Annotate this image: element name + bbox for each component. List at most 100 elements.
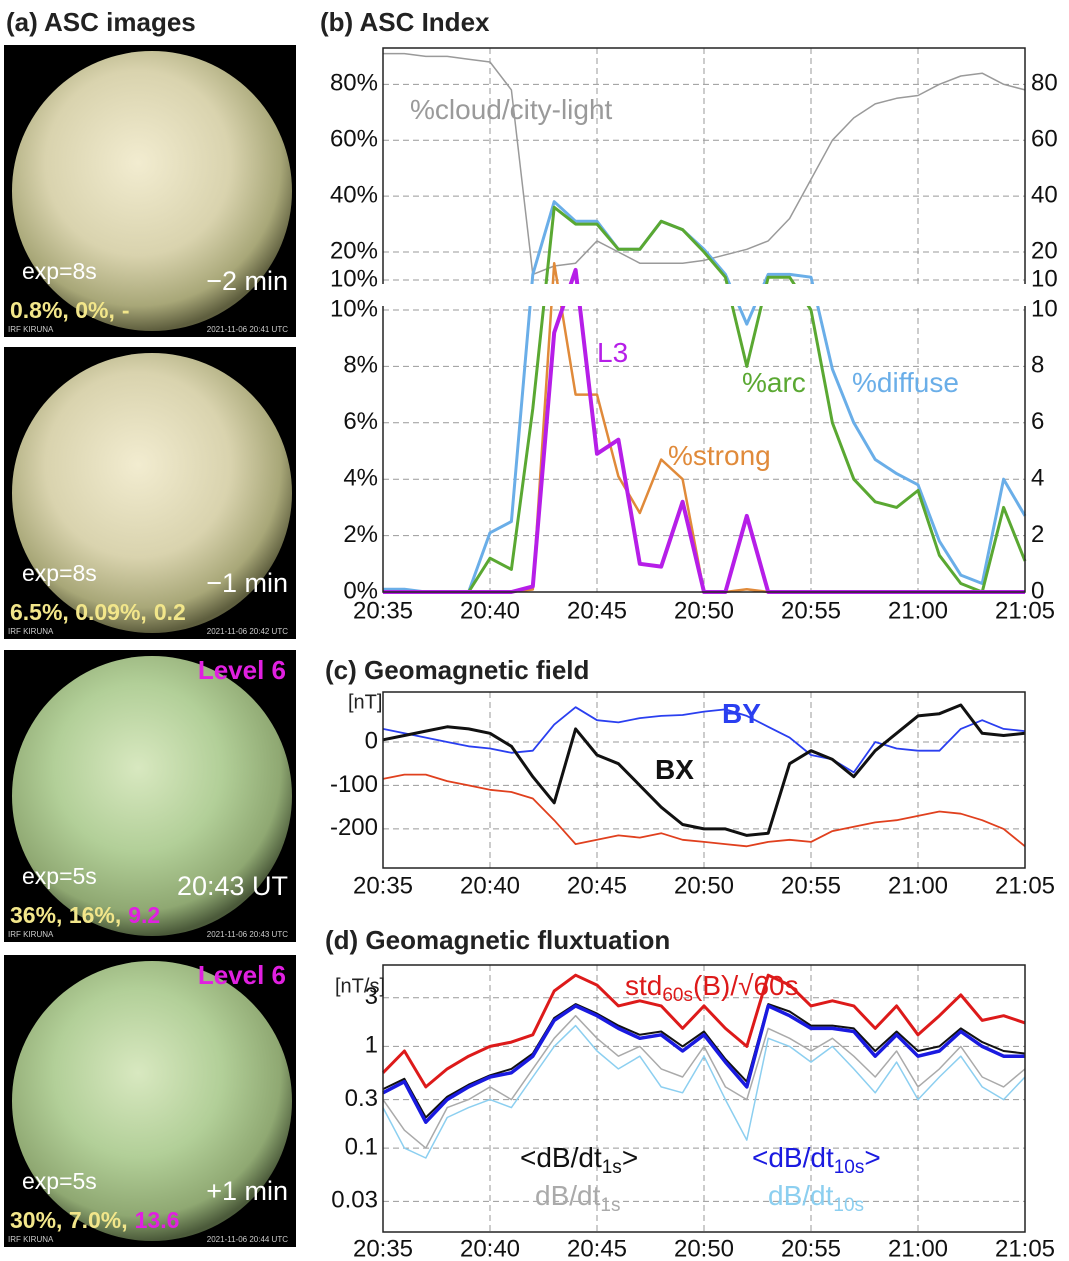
y-tick-label: 80% (330, 70, 378, 97)
series-line (383, 200, 1027, 594)
x-tick-label: 20:55 (781, 872, 841, 899)
x-tick-label: 20:55 (781, 597, 841, 624)
y2-tick-label: 60 (1031, 126, 1058, 153)
exposure: exp=5s (22, 863, 97, 889)
y2-tick-label: 2 (1031, 521, 1044, 548)
series-label: %strong (668, 440, 771, 471)
stats: 30%, 7.0%, (10, 1207, 128, 1233)
x-tick-label: 21:05 (995, 872, 1055, 899)
series-line (382, 773, 1026, 848)
series-line (382, 1014, 1026, 1149)
x-tick-label: 20:40 (460, 1235, 520, 1261)
y-tick-label: 6% (343, 408, 378, 435)
y-axis-label: [nT] (348, 691, 382, 713)
y2-tick-label: 40 (1031, 181, 1058, 208)
l3-value: 13.6 (135, 1207, 180, 1233)
timestamp: 2021-11-06 20:43 UTC (207, 930, 288, 939)
y-tick-label: 3 (365, 983, 378, 1010)
series-label: dB/dt1s (535, 1180, 620, 1216)
station: IRF KIRUNA (8, 627, 54, 636)
chart-title: (d) Geomagnetic fluxtuation (325, 925, 670, 955)
station: IRF KIRUNA (8, 325, 54, 334)
image-time: −2 min (206, 266, 288, 296)
station: IRF KIRUNA (8, 1235, 54, 1244)
series-label: BY (722, 698, 761, 729)
y2-tick-label: 4 (1031, 465, 1044, 492)
y-tick-label: 0.03 (331, 1187, 378, 1214)
series-label: %arc (742, 367, 806, 398)
level-label: Level 6 (198, 960, 286, 990)
plot-frame (382, 47, 1026, 593)
plot-frame (382, 964, 1026, 1233)
y2-tick-label: 6 (1031, 408, 1044, 435)
y-tick-label: 4% (343, 465, 378, 492)
x-tick-label: 21:00 (888, 872, 948, 899)
y-axis-label: [nT/s] (335, 975, 385, 997)
series-line (382, 1024, 1026, 1159)
y-tick-label: 10% (330, 295, 378, 322)
y-tick-label: 10% (330, 265, 378, 292)
image-stats: 0.8%, 0%, - (10, 297, 130, 323)
image-stats: 36%, 16%, 9.2 (10, 902, 160, 928)
x-tick-label: 20:35 (353, 1235, 413, 1261)
l3-value: - (122, 297, 130, 323)
series-label: %diffuse (852, 367, 959, 398)
x-tick-label: 20:50 (674, 872, 734, 899)
l3-value: 9.2 (128, 902, 160, 928)
series-label: %cloud/city-light (410, 94, 613, 125)
series-label: dB/dt10s (768, 1180, 864, 1216)
image-stats: 6.5%, 0.09%, 0.2 (10, 599, 186, 625)
x-tick-label: 20:50 (674, 1235, 734, 1261)
exposure: exp=5s (22, 1168, 97, 1194)
x-tick-label: 21:00 (888, 597, 948, 624)
y-tick-label: 0.1 (345, 1133, 378, 1160)
x-tick-label: 20:35 (353, 597, 413, 624)
series-label: <dB/dt1s> (520, 1142, 638, 1178)
station: IRF KIRUNA (8, 930, 54, 939)
level-label: Level 6 (198, 655, 286, 685)
plot-frame (382, 691, 1026, 869)
y2-tick-label: 10 (1031, 265, 1058, 292)
x-tick-label: 21:05 (995, 597, 1055, 624)
x-tick-label: 20:55 (781, 1235, 841, 1261)
x-tick-label: 20:40 (460, 597, 520, 624)
sky-image (12, 353, 292, 633)
y-tick-label: -100 (330, 771, 378, 798)
image-time: 20:43 UT (177, 871, 288, 901)
y-tick-label: 1 (365, 1032, 378, 1059)
y-tick-label: -200 (330, 814, 378, 841)
timestamp: 2021-11-06 20:41 UTC (207, 325, 288, 334)
series-line (382, 706, 1026, 774)
image-time: +1 min (206, 1176, 288, 1206)
x-tick-label: 20:45 (567, 1235, 627, 1261)
image-time: −1 min (206, 568, 288, 598)
panel-title: (a) ASC images (6, 7, 196, 37)
l3-value: 0.2 (154, 599, 186, 625)
series-label: L3 (597, 337, 628, 368)
y-tick-label: 20% (330, 237, 378, 264)
y-tick-label: 8% (343, 352, 378, 379)
y-tick-label: 0 (365, 727, 378, 754)
chart-title: (c) Geomagnetic field (325, 655, 589, 685)
series-line (382, 703, 1026, 837)
series-line (383, 52, 1026, 276)
series-line (381, 973, 1026, 1089)
x-tick-label: 20:45 (567, 872, 627, 899)
x-tick-label: 21:00 (888, 1235, 948, 1261)
y-tick-label: 40% (330, 181, 378, 208)
axis-break (382, 284, 1026, 306)
stats: 36%, 16%, (10, 902, 121, 928)
exposure: exp=8s (22, 258, 97, 284)
stats: 6.5%, 0.09%, (10, 599, 147, 625)
series-line (382, 1004, 1025, 1124)
y2-tick-label: 20 (1031, 237, 1058, 264)
stats: 0.8%, 0%, (10, 297, 115, 323)
sky-image (12, 961, 292, 1241)
sky-image (12, 51, 292, 331)
x-tick-label: 21:05 (995, 1235, 1055, 1261)
y2-tick-label: 10 (1031, 295, 1058, 322)
x-tick-label: 20:45 (567, 597, 627, 624)
x-tick-label: 20:50 (674, 597, 734, 624)
chart-title: (b) ASC Index (320, 7, 490, 37)
